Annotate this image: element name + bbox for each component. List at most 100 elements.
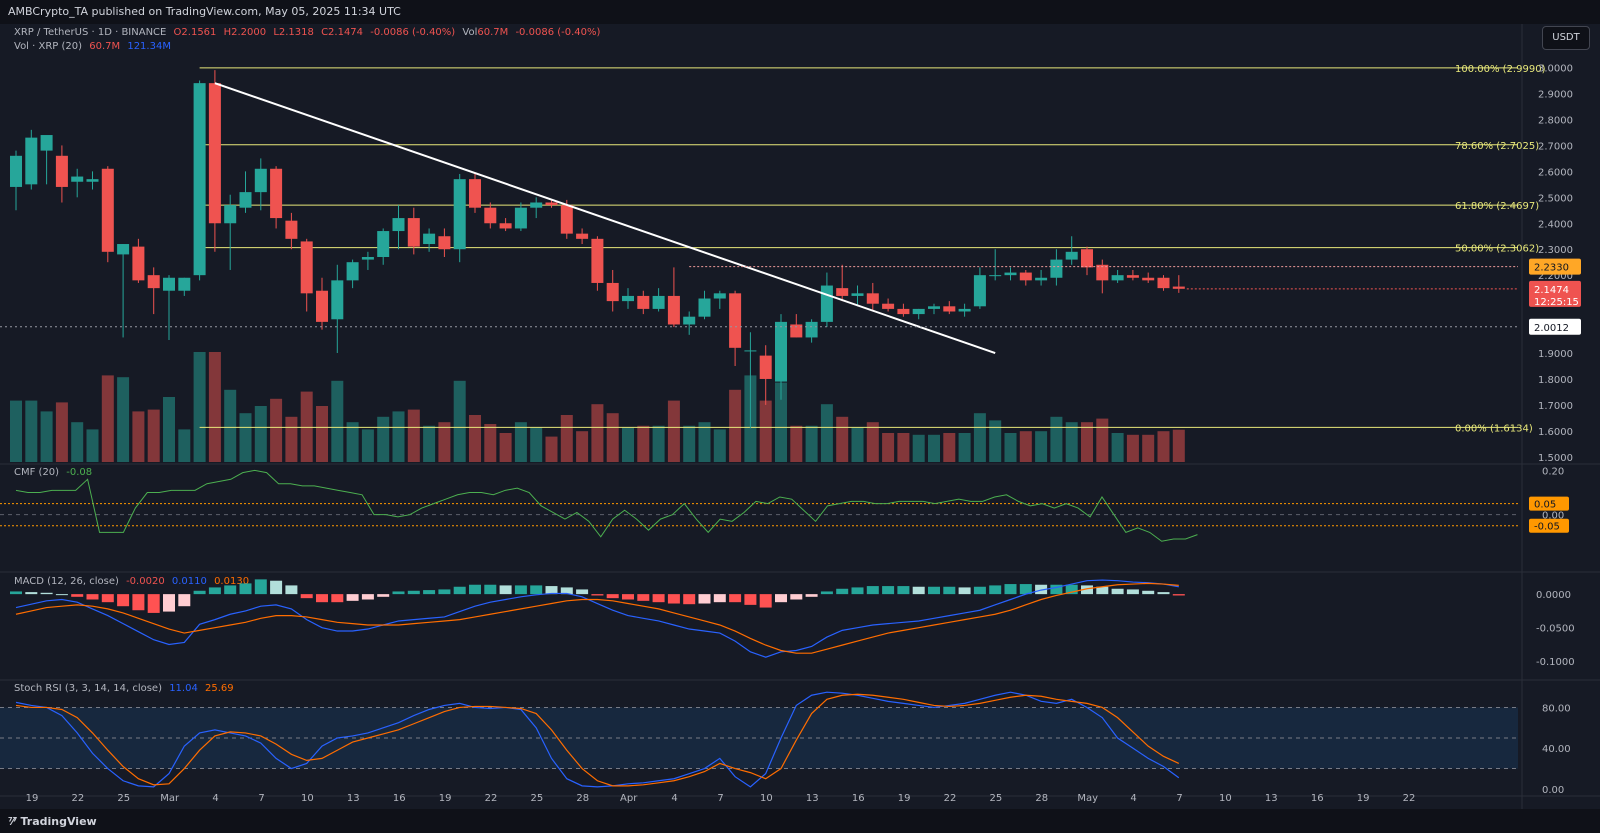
trendline [214,82,996,354]
candle-body [973,275,986,307]
candle-body [1035,277,1048,281]
macd-tick-label: -0.0500 [1536,624,1575,635]
candle-body [270,168,283,219]
volume-bar [820,404,833,462]
stoch-label[interactable]: Stoch RSI (3, 3, 14, 14, close) [14,683,162,694]
volume-bar [361,429,374,462]
candle-body [1081,249,1093,268]
countdown-label: 12:25:15 [1534,297,1579,308]
macd-value: 0.0110 [171,576,207,587]
volume-bar [1004,433,1017,462]
volume-bar [989,420,1002,462]
date-tick-label: 22 [485,793,498,804]
candle-body [882,303,895,309]
macd-hist-value: -0.0020 [126,576,165,587]
date-tick-label: 16 [393,793,406,804]
cmf-line [15,469,1198,542]
volume-bar [285,416,298,462]
candle-body [1096,264,1109,281]
macd-histogram-bar [132,594,145,611]
candle-body [836,288,849,296]
macd-histogram-bar [40,592,53,595]
macd-histogram-bar [530,585,543,595]
currency-button[interactable]: USDT [1542,26,1590,50]
volume-bar [239,413,252,462]
macd-histogram-bar [361,594,374,600]
macd-histogram-bar [331,594,344,603]
macd-histogram-bar [882,586,895,595]
stoch-d-line [15,693,1180,787]
volume-bar [55,402,68,462]
volume-bar [25,400,38,462]
candle-body [637,295,650,309]
candle-body [25,137,38,185]
candle-body [560,205,573,234]
volume-bar [928,434,940,462]
cmf-marker-box [1529,496,1569,511]
macd-label[interactable]: MACD (12, 26, close) [14,576,119,587]
volume-bar [897,433,910,462]
macd-histogram-bar [652,594,665,603]
volume-bar [713,429,726,462]
volume-bar [71,422,84,462]
candle-body [912,308,925,315]
volume-bar [606,413,619,462]
date-tick-label: 25 [117,793,130,804]
candle-body [1019,272,1032,281]
volume-bar [667,400,680,462]
volume-bar [499,433,512,462]
volume-bar [423,425,436,462]
macd-histogram-bar [1050,584,1063,595]
price-tick-label: 2.3000 [1538,245,1573,256]
candle-body [958,308,971,312]
top-bar [0,0,1600,24]
volume-bar [637,425,650,462]
date-tick-label: 22 [1403,793,1416,804]
macd-histogram-bar [469,584,481,595]
macd-histogram-bar [1019,584,1032,595]
macd-histogram-bar [86,594,99,600]
macd-histogram-bar [591,594,604,596]
macd-histogram-bar [1096,586,1109,595]
date-tick-label: 10 [1219,793,1232,804]
volume-label[interactable]: Vol · XRP (20) [14,41,83,52]
cmf-marker-box [1529,518,1569,533]
candle-body [346,262,359,281]
high-value: H2.2000 [223,27,267,38]
date-tick-label: 7 [717,793,723,804]
symbol-label[interactable]: XRP / TetherUS · 1D · BINANCE [14,27,167,38]
macd-histogram-bar [851,587,864,595]
price-tick-label: 2.7000 [1538,141,1573,152]
price-tick-label: 1.5000 [1538,453,1573,464]
price-tick-label: 2.2000 [1538,271,1573,282]
candle-body [606,282,619,302]
volume-bar [759,400,772,462]
volume-bar [775,382,787,462]
stoch-band-fill [0,707,1518,769]
cmf-label[interactable]: CMF (20) [14,467,60,478]
date-tick-label: 13 [806,793,819,804]
date-tick-label: 13 [347,793,360,804]
macd-histogram-bar [637,594,650,601]
price-tick-label: 2.5000 [1538,193,1573,204]
volume-bar [40,411,53,462]
macd-histogram-bar [147,594,160,613]
candle-body [101,168,114,252]
volume-bar [117,377,130,462]
price-tick-label: 2.6000 [1538,167,1573,178]
volume-bar [1096,418,1109,462]
date-tick-label: 19 [898,793,911,804]
volume-bar [147,409,160,462]
macd-histogram-bar [1081,585,1093,595]
volume-bar [316,406,328,462]
macd-histogram-bar [759,594,772,608]
macd-histogram-bar [805,594,818,597]
price-tick-label: 2.0000 [1538,323,1573,334]
date-tick-label: 25 [990,793,1003,804]
macd-histogram-bar [101,594,114,603]
macd-histogram-bar [744,594,757,605]
candle-body [775,321,787,382]
macd-histogram-bar [790,594,803,600]
price-tick-label: 1.6000 [1538,427,1573,438]
candle-body [1111,275,1124,281]
